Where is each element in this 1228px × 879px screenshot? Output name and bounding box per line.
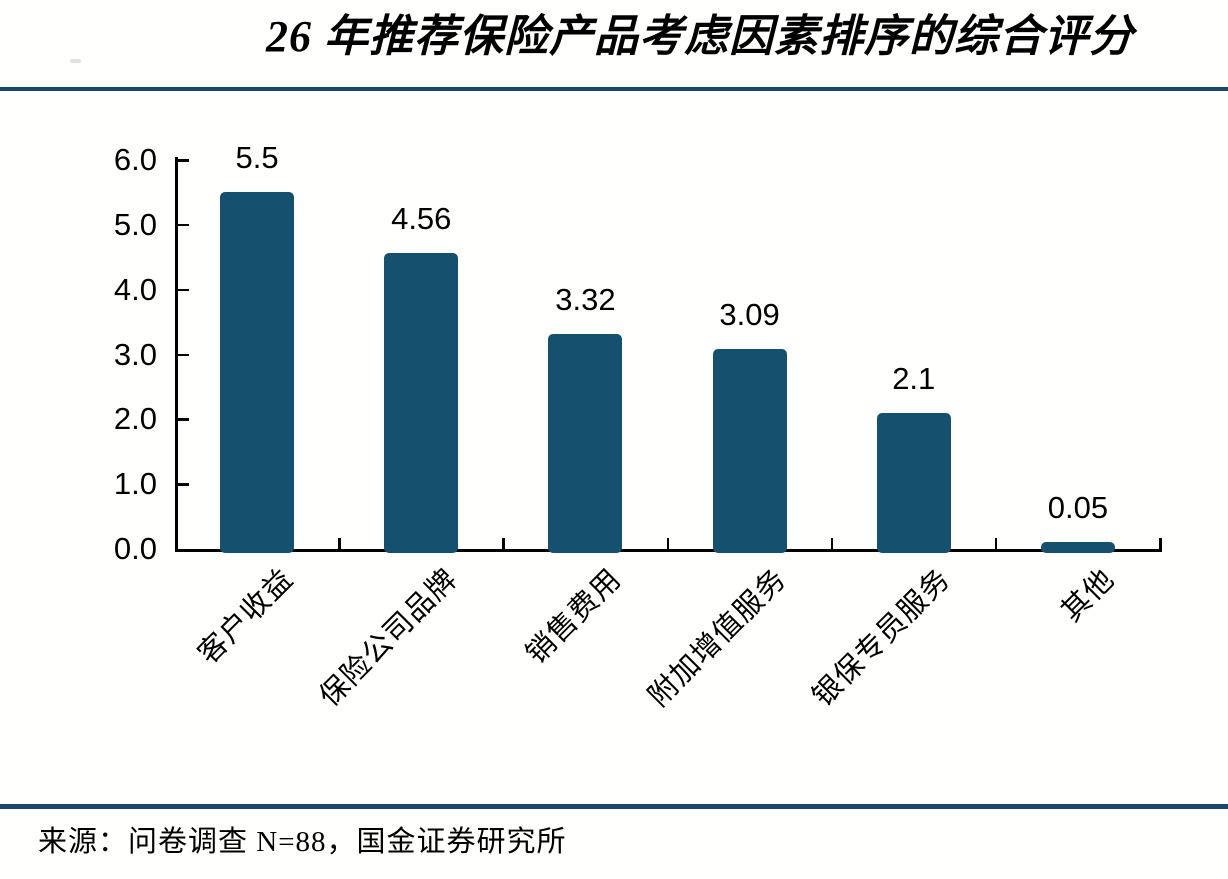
y-axis-tick xyxy=(177,288,189,292)
bar-value-label: 0.05 xyxy=(1047,490,1109,525)
y-axis-tick xyxy=(177,159,189,162)
bar xyxy=(1040,542,1115,553)
x-axis-tick xyxy=(502,538,505,551)
y-axis-label: 1.0 xyxy=(113,466,157,502)
y-axis-label: 0.0 xyxy=(113,531,157,566)
y-axis-label: 5.0 xyxy=(113,206,157,242)
bar-value-label: 4.56 xyxy=(391,201,452,237)
y-axis-label: 3.0 xyxy=(113,336,157,372)
x-axis-tick xyxy=(338,538,341,551)
y-axis-tick xyxy=(177,353,189,356)
title-divider xyxy=(0,87,1228,91)
x-axis-category-label: 保险公司品牌 xyxy=(313,563,464,713)
source-note: 来源：问卷调查 N=88，国金证券研究所 xyxy=(38,826,567,858)
x-axis-tick xyxy=(994,538,998,551)
y-axis-tick xyxy=(177,418,189,421)
x-axis-category-label: 银保专员服务 xyxy=(806,563,957,713)
x-axis-tick xyxy=(830,538,834,551)
y-axis-label: 4.0 xyxy=(113,271,157,307)
bar-chart: 0.0 1.0 2.0 3.0 4.0 5.0 6.0 5.5 客户收益 4.56 保险公司品牌 3.… xyxy=(113,140,1162,713)
bar xyxy=(384,253,459,553)
smudge-artifact xyxy=(70,59,81,63)
x-axis-category-label: 销售费用 xyxy=(520,563,629,671)
bar xyxy=(548,333,623,553)
x-axis-tick xyxy=(1159,538,1162,551)
y-axis xyxy=(175,157,178,551)
x-axis-category-label: 附加增值服务 xyxy=(642,563,793,713)
x-axis-tick xyxy=(666,538,669,551)
chart-title: 26 年推荐保险产品考虑因素排序的综合评分 xyxy=(266,12,1134,61)
bar xyxy=(712,348,787,553)
y-axis-tick xyxy=(177,483,189,486)
bar-value-label: 3.09 xyxy=(719,296,780,332)
footer-divider xyxy=(0,804,1228,809)
y-axis-tick xyxy=(177,223,189,227)
bar xyxy=(876,412,951,553)
bar xyxy=(220,192,295,553)
y-axis-label: 6.0 xyxy=(113,142,157,178)
x-axis-category-label: 其他 xyxy=(1055,563,1121,629)
x-axis-category-label: 客户收益 xyxy=(192,563,300,671)
y-axis-label: 2.0 xyxy=(113,401,157,437)
bar-value-label: 2.1 xyxy=(892,360,936,396)
bar-value-label: 3.32 xyxy=(555,281,616,317)
bar-value-label: 5.5 xyxy=(235,140,279,176)
